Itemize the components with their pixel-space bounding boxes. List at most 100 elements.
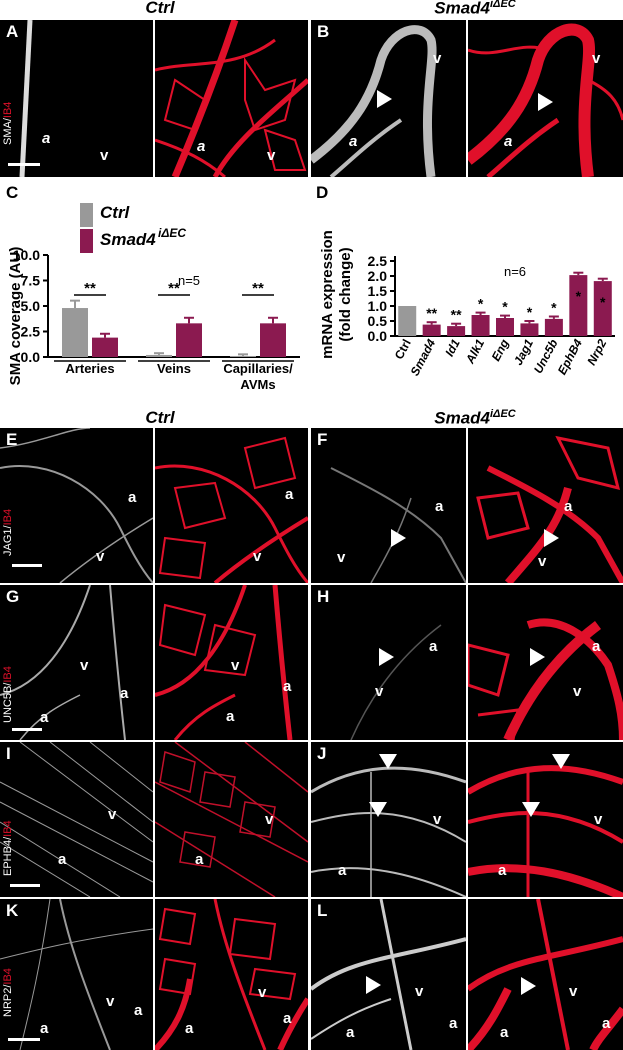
artery-marker: a — [58, 851, 67, 868]
artery-marker: a — [40, 1020, 49, 1037]
vein-marker: v — [253, 548, 262, 565]
artery-marker: a — [346, 1024, 355, 1041]
vessel-network — [155, 585, 293, 740]
artery-marker: a — [435, 498, 444, 515]
scale-bar — [12, 564, 42, 567]
legend-label-superscript: iΔEC — [158, 226, 186, 240]
x-tick-label: Veins — [157, 361, 191, 376]
y-tick-label: 10.0 — [13, 247, 40, 263]
panel-label: G — [6, 587, 20, 606]
y-tick-label: 2.5 — [368, 253, 388, 269]
y-tick-label: 1.0 — [368, 298, 388, 314]
vein-marker: v — [231, 657, 240, 674]
vessel-network — [468, 23, 623, 177]
bar-ctrl — [230, 355, 256, 357]
panel-f-merge: a v — [468, 428, 623, 583]
vessel-image — [0, 742, 153, 897]
panel-label: H — [317, 587, 330, 606]
vein-marker: v — [106, 993, 115, 1010]
legend-label-smad4: Smad4 — [100, 230, 156, 249]
artery-marker: a — [449, 1015, 458, 1032]
vessel-network — [155, 436, 308, 583]
artery-marker: a — [40, 709, 49, 726]
y-axis-label-line1: mRNA expression — [319, 230, 336, 359]
panel-label: A — [6, 22, 19, 41]
arrowhead — [538, 93, 553, 111]
y-tick-label: 7.5 — [21, 273, 41, 289]
stain-label: EPHB4/IB4 — [2, 820, 14, 876]
panel-g-merge: v a a — [155, 585, 308, 740]
bar-ephb4 — [569, 275, 588, 336]
x-tick-label: Eng — [489, 336, 512, 363]
panel-label: F — [317, 430, 328, 449]
legend-swatch-ctrl — [80, 203, 93, 227]
legend-label-ctrl: Ctrl — [100, 203, 131, 222]
artery-marker: a — [226, 708, 235, 725]
artery-marker: a — [498, 862, 507, 879]
significance-label: * — [551, 300, 557, 316]
vessel-image — [0, 428, 153, 583]
vessel-network — [155, 899, 308, 1050]
panel-k-merge: v a a — [155, 899, 308, 1050]
artery-marker: a — [429, 638, 438, 655]
bar-unc5b — [544, 318, 563, 336]
vein-marker: v — [337, 549, 346, 566]
y-tick-label: 2.5 — [21, 324, 41, 340]
chart-c: SMA coverage (AU)0.0 2.5 5.0 7.5 10.0 Ctrl Sma… — [7, 203, 300, 392]
scale-bar — [10, 884, 40, 887]
arrowhead — [521, 977, 536, 995]
panel-g-grayscale: G UNC5B/IB4 v a a — [0, 585, 153, 740]
panel-a-merge: a v — [155, 20, 308, 177]
significance-label: * — [502, 299, 508, 315]
panel-b-grayscale: B a v — [311, 20, 466, 177]
bar-smad4 — [176, 323, 202, 357]
vessel-image — [311, 25, 437, 177]
artery-marker: a — [338, 862, 347, 879]
significance-label: ** — [168, 280, 180, 297]
y-tick-label: 0.0 — [368, 328, 388, 344]
scale-bar — [8, 163, 40, 166]
bar-id1 — [447, 326, 466, 336]
vein-marker: v — [375, 683, 384, 700]
vein-marker: v — [108, 806, 117, 823]
vein-marker: v — [265, 811, 274, 828]
panel-l-merge: v a a — [468, 899, 623, 1050]
artery-marker: a — [504, 133, 513, 150]
y-axis-label: SMA coverage (AU) — [7, 247, 24, 386]
vessel-image — [0, 585, 126, 740]
arrowhead — [552, 754, 570, 769]
chart-d: mRNA expression (fold change) 0.00.51.01.5… — [319, 230, 615, 378]
vessel-network — [468, 899, 623, 1050]
artery-marker: a — [195, 851, 204, 868]
panel-label: K — [6, 901, 19, 920]
panel-label: B — [317, 22, 330, 41]
artery-marker: a — [120, 685, 129, 702]
bar-jag1 — [520, 323, 539, 336]
panel-j-merge: v a — [468, 742, 623, 897]
vessel-image — [19, 20, 33, 177]
bar-alk1 — [471, 315, 490, 336]
arrowhead — [544, 529, 559, 547]
vein-marker: v — [538, 553, 547, 570]
n-label: n=6 — [504, 264, 526, 279]
significance-label: ** — [84, 280, 96, 297]
stain-label: UNC5B/IB4 — [2, 666, 14, 723]
scale-bar — [12, 728, 42, 731]
vessel-image — [350, 624, 442, 740]
panel-label-c: C — [6, 183, 19, 202]
vein-marker: v — [258, 984, 267, 1001]
artery-marker: a — [285, 486, 294, 503]
arrowhead — [530, 648, 545, 666]
artery-marker: a — [602, 1015, 611, 1032]
panel-i-grayscale: I EPHB4/IB4 v a — [0, 742, 153, 897]
vessel-network — [468, 618, 623, 740]
significance-label: * — [576, 288, 582, 304]
panel-h-merge: a v — [468, 585, 623, 740]
artery-marker: a — [349, 133, 358, 150]
artery-marker: a — [283, 678, 292, 695]
panel-e-grayscale: E JAG1/IB4 a v — [0, 428, 153, 583]
bar-eng — [496, 318, 514, 336]
artery-marker: a — [564, 498, 573, 515]
x-tick-label: AVMs — [240, 377, 275, 392]
artery-marker: a — [500, 1024, 509, 1041]
